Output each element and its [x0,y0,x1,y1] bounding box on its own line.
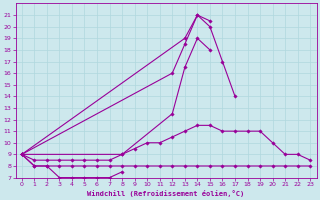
X-axis label: Windchill (Refroidissement éolien,°C): Windchill (Refroidissement éolien,°C) [87,190,245,197]
